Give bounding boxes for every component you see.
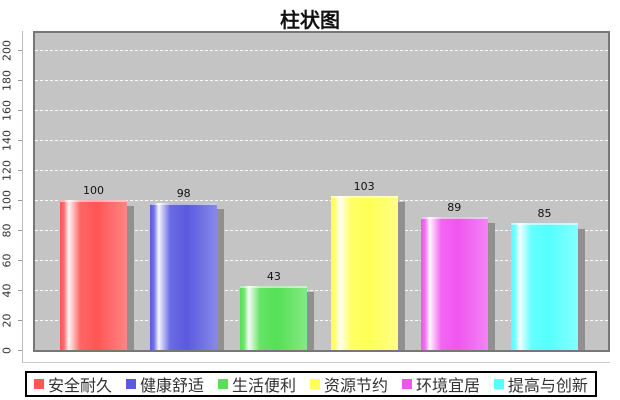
y-axis-tick [18,200,23,201]
bar-value-label: 89 [447,200,462,214]
legend-item: 健康舒适 [125,372,204,396]
y-axis-tick-label: 0 [0,347,14,354]
y-axis-tick [18,110,23,111]
bar [511,222,578,350]
y-axis-tick [18,290,23,291]
bar [330,195,398,350]
bar-value-label: 100 [83,184,104,197]
y-axis-tick [18,170,23,171]
legend-item-label: 提高与创新 [507,376,588,395]
gridline [35,80,608,81]
bar-value-label: 98 [176,187,191,200]
legend-item-label: 环境宜居 [415,376,480,395]
y-axis-tick-label: 160 [0,100,14,121]
y-axis: 0 20 40 60 80 100 120 140 160 180 200 [0,31,33,354]
bar [240,285,308,350]
legend-swatch-icon [217,379,228,389]
y-axis-tick-label: 180 [0,70,14,91]
legend-swatch-icon [493,379,504,389]
gridline [35,230,608,231]
bar [420,216,488,350]
y-axis-tick [18,80,23,81]
bar-value-label: 85 [537,206,552,220]
y-axis-tick-label: 100 [0,190,14,211]
gridline [35,140,608,141]
bar-value-label: 43 [266,269,281,283]
legend-swatch-icon [401,379,412,389]
y-axis-tick [18,140,23,141]
legend-item: 安全耐久 [34,372,112,396]
legend-item: 环境宜居 [401,372,480,396]
bar [150,203,218,350]
y-axis-tick-label: 200 [0,40,14,61]
bar-value-label: 103 [353,179,375,193]
gridline [35,320,608,321]
y-axis-tick-label: 120 [0,160,14,181]
legend-item: 资源节约 [309,372,388,396]
y-axis-tick-label: 20 [0,313,14,328]
y-axis-tick [18,350,23,351]
bar [60,200,127,350]
y-axis-tick-label: 60 [0,253,14,268]
gridline [35,200,608,201]
y-axis-tick [18,320,23,321]
y-axis-tick [18,50,23,51]
legend-swatch-icon [34,379,44,389]
gridline [35,170,608,171]
legend-item-label: 生活便利 [231,376,296,395]
y-axis-tick-label: 40 [0,283,14,298]
legend-item: 提高与创新 [493,372,588,396]
gridline [35,110,608,111]
y-axis-line [22,31,23,362]
y-axis-tick-label: 140 [0,130,14,151]
y-axis-tick [18,230,23,231]
legend-swatch-icon [125,379,136,389]
x-axis-line [22,362,610,363]
legend-swatch-icon [309,379,320,389]
legend-item-label: 资源节约 [323,376,388,395]
legend-item: 生活便利 [217,372,296,396]
legend-item-label: 安全耐久 [48,376,113,395]
gridline [35,290,608,291]
plot-area: 100 98 43 103 89 85 [33,31,610,352]
y-axis-tick [18,260,23,261]
y-axis-tick-label: 80 [0,223,14,238]
gridline [35,260,608,261]
chart-title: 柱状图 [280,8,340,32]
legend-item-label: 健康舒适 [139,376,204,395]
gridline [35,50,608,51]
legend: 安全耐久 健康舒适 生活便利 资源节约 环境宜居 提高与创新 [25,371,597,397]
